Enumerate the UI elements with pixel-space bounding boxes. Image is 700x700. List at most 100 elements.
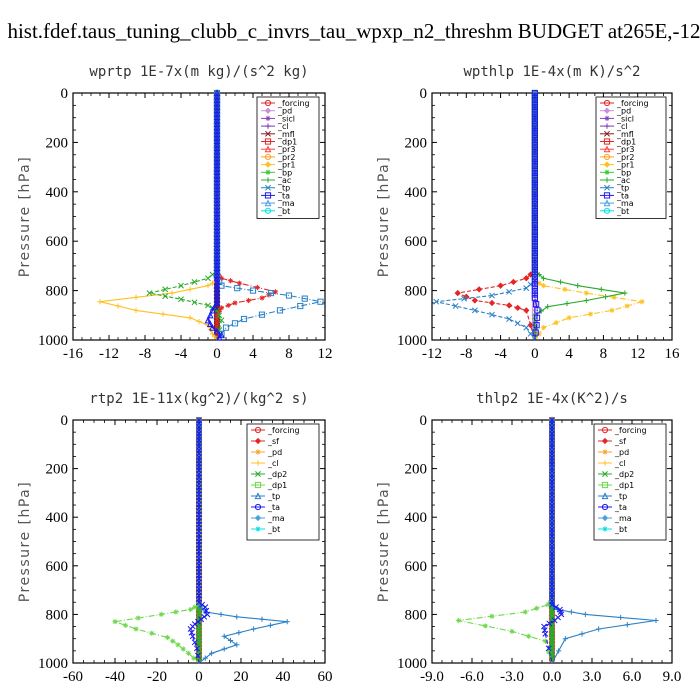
legend-label: _tp [614, 492, 627, 501]
data-point [218, 611, 224, 617]
data-point [317, 298, 324, 305]
data-point [212, 334, 218, 340]
y-tick-label: 400 [405, 510, 428, 526]
legend-label: _ma [277, 199, 295, 208]
y-tick-label: 400 [46, 185, 69, 201]
series-dp1 [112, 417, 202, 664]
legend-marker [265, 115, 271, 121]
data-point [531, 173, 538, 180]
data-point [213, 278, 221, 285]
y-tick-label: 1000 [38, 656, 68, 672]
data-point [624, 303, 630, 309]
legend-label: _tp [277, 184, 290, 193]
series-dp1 [456, 417, 555, 664]
legend-label: _ta [616, 191, 629, 200]
data-point [227, 278, 234, 284]
series-pr1 [97, 90, 220, 341]
legend-marker [264, 207, 272, 214]
data-point [209, 323, 216, 331]
legend-marker [603, 145, 611, 153]
x-tick-label: -4 [494, 346, 507, 362]
data-point [203, 607, 210, 614]
data-point [489, 311, 495, 318]
data-point [531, 138, 538, 145]
legend-label: _cl [277, 122, 289, 131]
data-point [213, 123, 221, 131]
data-point [213, 240, 221, 248]
legend-label: _pr3 [277, 145, 295, 154]
data-point [531, 260, 538, 267]
legend-marker [254, 437, 262, 445]
data-point [216, 312, 223, 319]
legend-marker [602, 449, 608, 455]
x-tick-label: 16 [665, 346, 681, 362]
data-point [583, 290, 589, 296]
data-point [209, 280, 216, 286]
data-point [553, 604, 559, 611]
data-point [582, 611, 588, 617]
legend-label: _pr3 [616, 145, 634, 154]
data-point [213, 250, 221, 258]
data-point [531, 121, 538, 128]
data-point [553, 320, 559, 326]
legend-label: _tp [267, 492, 280, 501]
data-point [204, 611, 211, 618]
data-point [557, 279, 564, 285]
data-point [234, 642, 240, 648]
data-point [531, 187, 538, 194]
legend-label: _ac [616, 176, 630, 185]
legend-marker [603, 192, 611, 199]
x-tick-label: 3.0 [583, 669, 602, 685]
data-point [531, 135, 538, 142]
data-point [213, 271, 221, 279]
data-point [169, 290, 175, 296]
data-point [596, 626, 602, 632]
data-point [452, 303, 459, 309]
x-tick-label: -20 [147, 669, 167, 685]
x-tick-label: -3.0 [500, 669, 524, 685]
legend-marker [255, 460, 261, 466]
data-point [297, 302, 304, 310]
data-point [213, 127, 221, 134]
data-point [531, 114, 538, 121]
data-point [213, 219, 221, 227]
data-point [568, 609, 574, 615]
legend-label: _cl [267, 459, 279, 468]
data-point [213, 168, 221, 176]
data-point [531, 263, 538, 270]
data-point [531, 145, 538, 152]
legend-label: _pr2 [277, 153, 295, 162]
data-point [213, 109, 221, 117]
legend-label: _bp [616, 168, 631, 177]
legend-marker [264, 153, 272, 160]
data-point [531, 194, 538, 201]
y-tick-label: 600 [46, 234, 69, 250]
data-point [192, 604, 198, 610]
data-point [213, 175, 221, 182]
data-point [213, 106, 221, 114]
data-point [205, 302, 211, 309]
data-point [213, 147, 221, 155]
x-tick-label: -16 [63, 346, 83, 362]
x-tick-label: 20 [234, 669, 249, 685]
data-point [189, 633, 196, 640]
data-point [564, 300, 570, 307]
data-point [489, 613, 495, 619]
data-point [236, 280, 243, 286]
data-point [213, 113, 221, 121]
data-point [213, 181, 221, 189]
legend-label: _dp1 [616, 138, 636, 147]
legend-marker [265, 130, 271, 137]
data-point [221, 646, 227, 652]
data-point [213, 130, 221, 138]
data-point [531, 242, 538, 249]
data-point [213, 120, 221, 127]
y-axis-label: Pressure [hPa] [17, 481, 33, 602]
data-point [213, 171, 221, 179]
data-point [213, 226, 221, 234]
data-point [531, 159, 538, 166]
data-point [540, 275, 547, 281]
series-ta [187, 417, 211, 664]
legend-label: _forcing [616, 99, 649, 108]
legend-label: _sicl [616, 114, 634, 123]
